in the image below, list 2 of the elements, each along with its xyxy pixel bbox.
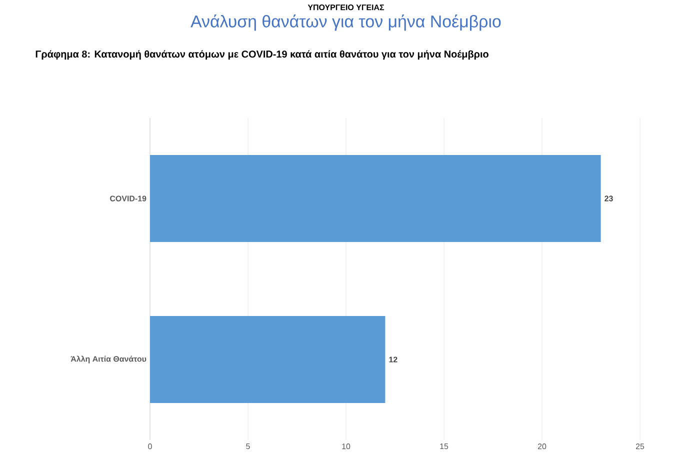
chart-subtitle: Γράφημα 8: Κατανομή θανάτων ατόμων με COVID-19 κατά αιτία θανάτου για τον μήνα Νοέμβριο <box>36 50 488 60</box>
chart-title: Ανάλυση θανάτων για τον μήνα Νοέμβριο <box>190 14 501 31</box>
